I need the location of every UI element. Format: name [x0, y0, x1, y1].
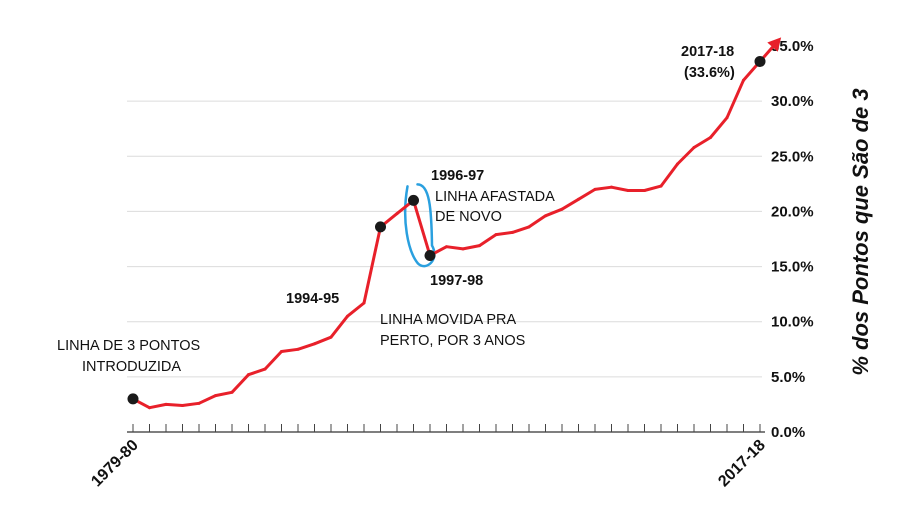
data-point: [709, 136, 712, 140]
highlight-marker: [127, 393, 139, 405]
annotation-2017-line1: 2017-18: [681, 44, 734, 60]
data-point: [544, 214, 547, 218]
data-point: [626, 188, 630, 192]
data-point: [164, 402, 168, 406]
y-tick-label: 25.0%: [771, 148, 814, 165]
data-point: [478, 244, 481, 248]
data-point: [676, 162, 679, 166]
data-point: [511, 230, 514, 234]
data-point: [742, 78, 745, 82]
data-point: [593, 187, 597, 191]
annotation-1997-label: 1997-98: [430, 273, 483, 289]
data-point: [296, 347, 300, 351]
data-point: [725, 116, 729, 120]
annotations: LINHA DE 3 PONTOS INTRODUZIDA 1994-95 LI…: [57, 44, 735, 375]
annotation-1994-note-line2: PERTO, POR 3 ANOS: [380, 333, 525, 349]
data-point: [692, 145, 696, 149]
data-point: [577, 197, 580, 201]
data-point: [247, 373, 250, 377]
data-point: [560, 207, 564, 211]
series-line-path: [131, 59, 762, 410]
data-point: [313, 342, 316, 346]
data-point: [659, 184, 663, 188]
y-tick-label: 5.0%: [771, 369, 805, 386]
highlight-loop: [403, 183, 436, 268]
grid: [127, 100, 762, 378]
highlight-scribble: [403, 183, 436, 268]
data-point: [181, 404, 184, 408]
highlight-marker: [424, 250, 436, 262]
y-tick-label: 10.0%: [771, 314, 814, 331]
y-axis-ticks: 0.0% 5.0% 10.0% 15.0% 20.0% 25.0% 30.0% 35.0%: [771, 38, 814, 441]
data-point: [214, 394, 217, 398]
data-point: [362, 301, 366, 305]
x-tick-label-end: 2017-18: [715, 437, 769, 491]
highlight-marker: [408, 194, 419, 206]
y-tick-label: 0.0%: [771, 424, 805, 441]
annotation-1979-line1: LINHA DE 3 PONTOS: [57, 338, 200, 354]
x-axis: 1979-80 2017-18: [88, 424, 769, 490]
y-tick-label: 30.0%: [771, 93, 814, 110]
data-point: [346, 314, 349, 318]
data-point: [329, 335, 333, 339]
data-point: [445, 245, 448, 249]
annotation-1996-note-line1: LINHA AFASTADA: [435, 189, 555, 205]
data-point: [230, 390, 234, 394]
data-point: [527, 225, 531, 229]
data-point: [610, 185, 613, 189]
data-point: [197, 401, 201, 405]
data-point: [263, 367, 267, 371]
annotation-1996-label: 1996-97: [431, 168, 484, 184]
y-tick-label: 35.0%: [771, 38, 814, 55]
data-point: [461, 247, 465, 251]
data-point: [494, 233, 498, 237]
data-point: [395, 212, 399, 216]
y-tick-label: 15.0%: [771, 259, 814, 276]
data-point: [148, 406, 151, 410]
data-points: [131, 59, 762, 410]
data-point: [643, 188, 646, 192]
annotation-1994-note-line1: LINHA MOVIDA PRA: [380, 312, 517, 328]
y-tick-label: 20.0%: [771, 203, 814, 220]
annotation-1994-label: 1994-95: [286, 291, 339, 307]
data-point: [280, 349, 283, 353]
annotation-1979-line2: INTRODUZIDA: [82, 359, 181, 375]
annotation-1996-note-line2: DE NOVO: [435, 209, 502, 225]
y-axis-label: % dos Pontos que São de 3: [848, 88, 873, 375]
x-tick-label-start: 1979-80: [88, 437, 142, 491]
highlight-marker: [375, 221, 386, 233]
markers: [127, 55, 766, 405]
trend-arrow-head: [767, 37, 782, 52]
highlight-marker: [754, 55, 766, 67]
annotation-2017-line2: (33.6%): [684, 65, 735, 81]
